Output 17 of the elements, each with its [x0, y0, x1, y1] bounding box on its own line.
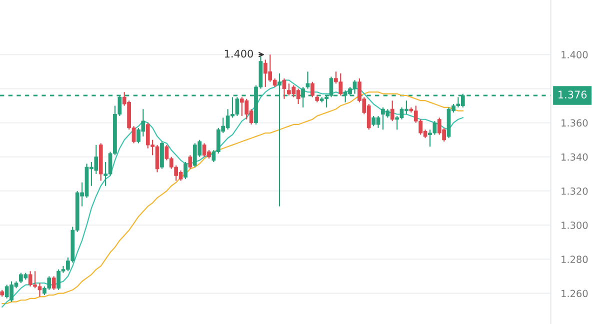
- y-tick-label: 1.320: [562, 187, 588, 195]
- annotation: 1.400: [224, 50, 253, 58]
- candlestick: [184, 161, 188, 180]
- y-tick-label: 1.280: [562, 256, 588, 264]
- candlestick: [160, 140, 164, 170]
- y-tick-label: 1.360: [562, 119, 588, 127]
- candlestick: [306, 71, 310, 90]
- y-tick-label: 1.300: [562, 222, 588, 229]
- candlestick: [188, 154, 192, 170]
- y-tick-label: 1.260: [562, 290, 588, 298]
- y-tick-label: 1.400: [562, 51, 588, 58]
- candlestick: [52, 276, 56, 290]
- ref-line-label: 1.376: [558, 90, 587, 99]
- candlestick: [390, 100, 394, 122]
- candlestick: [310, 81, 314, 98]
- candlestick: [282, 78, 286, 100]
- y-tick-label: 1.340: [562, 153, 588, 161]
